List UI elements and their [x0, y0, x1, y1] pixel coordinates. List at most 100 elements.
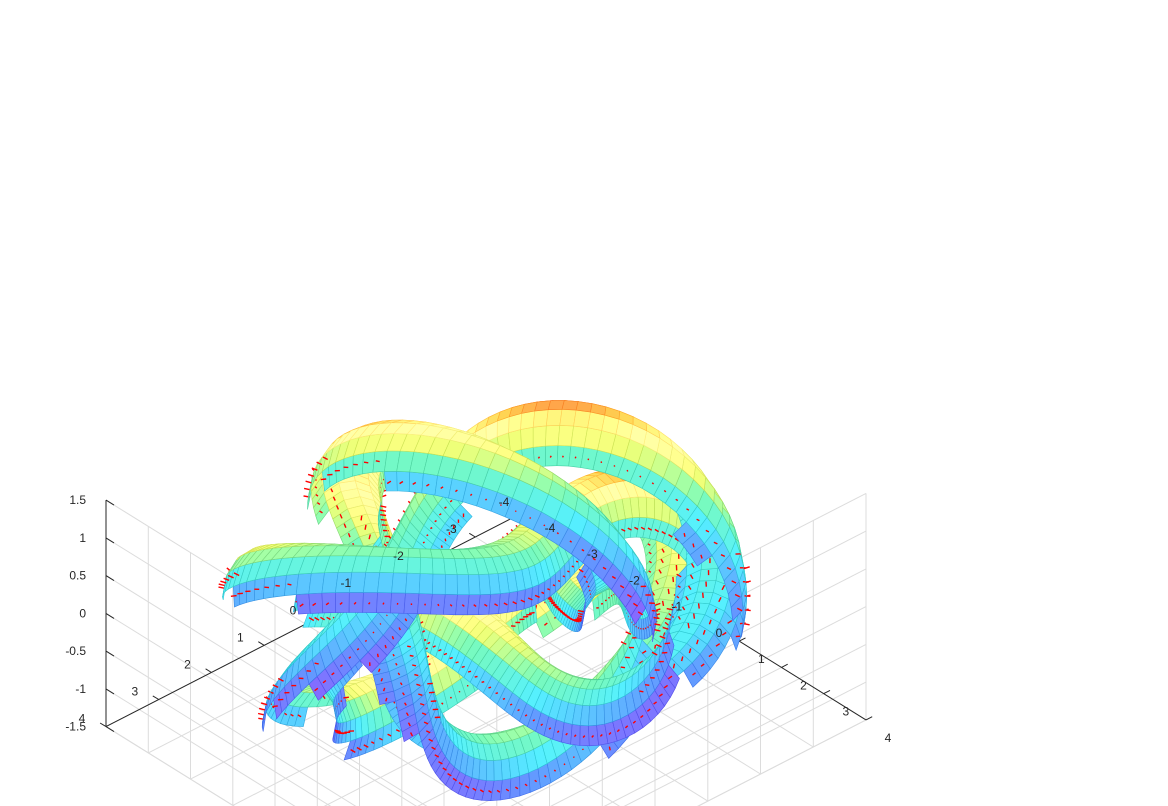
normal-arrow	[350, 748, 356, 754]
surface-patch	[466, 594, 481, 616]
surface-patch	[335, 592, 350, 613]
normal-arrow	[461, 604, 465, 607]
normal-arrow	[534, 779, 538, 783]
normal-arrow	[537, 456, 541, 459]
normal-arrow	[675, 498, 679, 502]
surface-patch	[432, 573, 446, 595]
normal-arrow	[467, 670, 472, 673]
normal-arrow	[481, 681, 485, 683]
normal-arrow	[693, 613, 696, 619]
normal-arrow	[651, 482, 655, 485]
normal-arrow	[543, 622, 548, 626]
normal-arrow	[220, 580, 227, 584]
normal-arrow	[626, 469, 629, 472]
normal-arrow	[423, 721, 429, 725]
normal-arrow	[639, 660, 644, 664]
surface-patch	[485, 759, 495, 782]
normal-arrow	[713, 608, 718, 614]
normal-arrow	[668, 534, 673, 538]
normal-arrow	[713, 541, 718, 545]
normal-arrow	[233, 572, 240, 577]
normal-arrow	[654, 629, 661, 632]
normal-arrow	[447, 772, 452, 777]
normal-arrow	[404, 702, 407, 706]
x-tick	[865, 716, 873, 721]
normal-arrow	[474, 675, 478, 678]
normal-arrow	[434, 754, 440, 758]
grid-line-wall-yz	[697, 719, 867, 806]
normal-arrow	[432, 645, 436, 648]
normal-arrow	[581, 548, 585, 552]
normal-arrow	[720, 554, 726, 558]
surface-patch	[406, 556, 421, 574]
normal-arrow	[647, 527, 653, 531]
normal-arrow	[484, 603, 488, 607]
z-tick-label: -1	[75, 682, 86, 696]
normal-arrow	[331, 672, 335, 676]
normal-arrow	[654, 644, 657, 649]
normal-arrow	[382, 602, 385, 605]
surface-patch	[519, 772, 531, 797]
surface-patch	[520, 410, 536, 430]
normal-arrow	[550, 602, 557, 606]
normal-arrow	[399, 682, 403, 686]
surface-patch	[575, 401, 593, 413]
normal-arrow	[559, 610, 566, 615]
normal-arrow	[705, 529, 710, 533]
normal-arrow	[439, 513, 442, 516]
surface-patch	[464, 434, 487, 449]
normal-arrow	[227, 574, 234, 579]
normal-arrow	[505, 788, 510, 792]
normal-arrow	[412, 481, 417, 485]
surface-patch	[396, 470, 411, 492]
normal-arrow	[449, 656, 453, 660]
normal-arrow	[700, 663, 705, 667]
normal-arrow	[633, 602, 638, 607]
normal-arrow	[237, 592, 243, 595]
normal-arrow	[532, 719, 536, 722]
normal-arrow	[430, 527, 433, 530]
normal-arrow	[661, 531, 666, 535]
surface-patch	[377, 572, 394, 594]
normal-arrow	[565, 732, 568, 736]
normal-arrow	[334, 729, 341, 733]
normal-arrow	[348, 656, 352, 659]
normal-arrow	[653, 616, 660, 620]
normal-arrow	[727, 620, 733, 624]
normal-arrow	[690, 562, 695, 568]
grid-line-wall-xz	[105, 650, 357, 806]
normal-arrow	[299, 603, 304, 607]
normal-arrow	[667, 588, 670, 595]
normal-arrow	[443, 652, 448, 656]
normal-arrow	[520, 599, 526, 603]
y-tick-label: 2	[184, 658, 191, 672]
normal-arrow	[275, 584, 280, 587]
grid-line-floor-y	[158, 699, 332, 806]
normal-arrow	[407, 722, 411, 727]
normal-arrow	[386, 480, 392, 485]
normal-arrow	[380, 505, 387, 508]
normal-arrow	[718, 596, 722, 603]
normal-arrow	[561, 455, 564, 458]
surface-patch	[645, 496, 655, 520]
surface-patch	[391, 572, 408, 594]
normal-arrow	[708, 653, 713, 658]
normal-arrow	[651, 651, 658, 656]
normal-arrow	[611, 575, 616, 580]
y-tick-label: -1	[340, 576, 351, 590]
y-tick	[152, 695, 160, 700]
normal-arrow	[658, 693, 663, 697]
normal-arrow	[320, 616, 325, 621]
surface-patch	[493, 759, 503, 782]
normal-arrow	[380, 518, 387, 521]
normal-arrow	[674, 537, 680, 542]
normal-arrow	[416, 683, 421, 687]
normal-arrow	[379, 623, 382, 625]
normal-arrow	[422, 541, 425, 544]
surface-patch	[596, 703, 606, 726]
normal-arrow	[653, 701, 658, 705]
normal-arrow	[385, 697, 388, 702]
x-tick-label: 4	[885, 731, 892, 745]
grid-line-wall-xz	[105, 688, 296, 806]
normal-arrow	[697, 603, 700, 609]
